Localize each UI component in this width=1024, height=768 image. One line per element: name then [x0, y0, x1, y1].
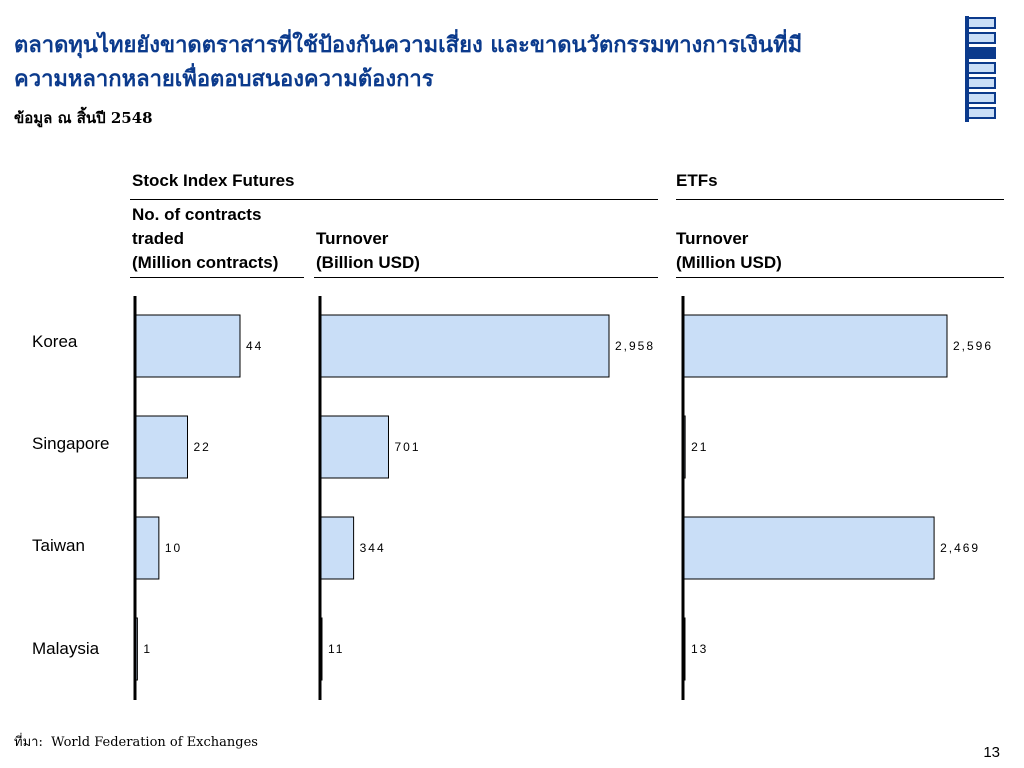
- row-label-singapore: Singapore: [32, 434, 110, 453]
- column-header-contracts: No. of contracts traded (Million contrac…: [132, 203, 278, 275]
- source-note: ที่มา: World Federation of Exchanges: [14, 731, 258, 752]
- bar-futures-turnover-taiwan: [319, 516, 355, 580]
- group-rule-etfs: [676, 199, 1004, 200]
- bar-etf-turnover-taiwan: [682, 516, 935, 580]
- source-text: World Federation of Exchanges: [51, 735, 258, 750]
- data-label-etf-turnover-korea: 2,596: [953, 339, 993, 353]
- slide-title: ตลาดทุนไทยยังขาดตราสารที่ใช้ป้องกันความเ…: [14, 28, 914, 96]
- column-header-futures-turnover: Turnover (Billion USD): [316, 227, 420, 275]
- brand-logo: [965, 16, 996, 122]
- data-label-etf-turnover-taiwan: 2,469: [940, 541, 980, 555]
- column-header-futures-turnover-line1: Turnover: [316, 229, 389, 248]
- row-label-taiwan: Taiwan: [32, 536, 85, 555]
- data-label-contracts-singapore: 22: [194, 440, 211, 454]
- column-header-etf-turnover: Turnover (Million USD): [676, 227, 782, 275]
- column-rule-etf-turnover: [676, 277, 1004, 278]
- column-header-contracts-line1: No. of contracts: [132, 205, 262, 224]
- data-label-futures-turnover-taiwan: 344: [360, 541, 386, 555]
- bar-futures-turnover-korea: [319, 314, 610, 378]
- row-label-korea: Korea: [32, 332, 78, 351]
- data-label-contracts-malaysia: 1: [143, 642, 152, 656]
- column-rule-futures-turnover: [314, 277, 658, 278]
- data-label-futures-turnover-malaysia: 11: [328, 642, 344, 656]
- bar-contracts-korea: [134, 314, 241, 378]
- bar-contracts-taiwan: [134, 516, 160, 580]
- data-label-etf-turnover-singapore: 21: [691, 440, 708, 454]
- group-rule-futures: [130, 199, 658, 200]
- column-header-futures-turnover-line2: (Billion USD): [316, 253, 420, 272]
- source-label: ที่มา:: [14, 735, 43, 750]
- column-header-contracts-line3: (Million contracts): [132, 253, 279, 272]
- data-label-contracts-korea: 44: [246, 339, 263, 353]
- column-header-etf-turnover-line2: (Million USD): [676, 253, 782, 272]
- data-label-contracts-taiwan: 10: [165, 541, 182, 555]
- data-label-etf-turnover-malaysia: 13: [691, 642, 708, 656]
- slide-title-line2: ความหลากหลายเพื่อตอบสนองความต้องการ: [14, 66, 434, 92]
- bar-contracts-singapore: [134, 415, 188, 479]
- bar-etf-turnover-korea: [682, 314, 948, 378]
- slide-title-line1: ตลาดทุนไทยยังขาดตราสารที่ใช้ป้องกันความเ…: [14, 32, 803, 58]
- row-label-malaysia: Malaysia: [32, 639, 100, 658]
- column-rule-contracts: [130, 277, 304, 278]
- column-header-contracts-line2: traded: [132, 229, 184, 248]
- group-header-stock-index-futures: Stock Index Futures: [132, 171, 295, 190]
- page-number: 13: [983, 744, 1000, 761]
- group-header-etfs: ETFs: [676, 171, 718, 190]
- slide-subtitle: ข้อมูล ณ สิ้นปี 2548: [14, 109, 153, 127]
- data-label-futures-turnover-korea: 2,958: [615, 339, 655, 353]
- bar-futures-turnover-singapore: [319, 415, 389, 479]
- column-header-etf-turnover-line1: Turnover: [676, 229, 749, 248]
- data-label-futures-turnover-singapore: 701: [394, 440, 420, 454]
